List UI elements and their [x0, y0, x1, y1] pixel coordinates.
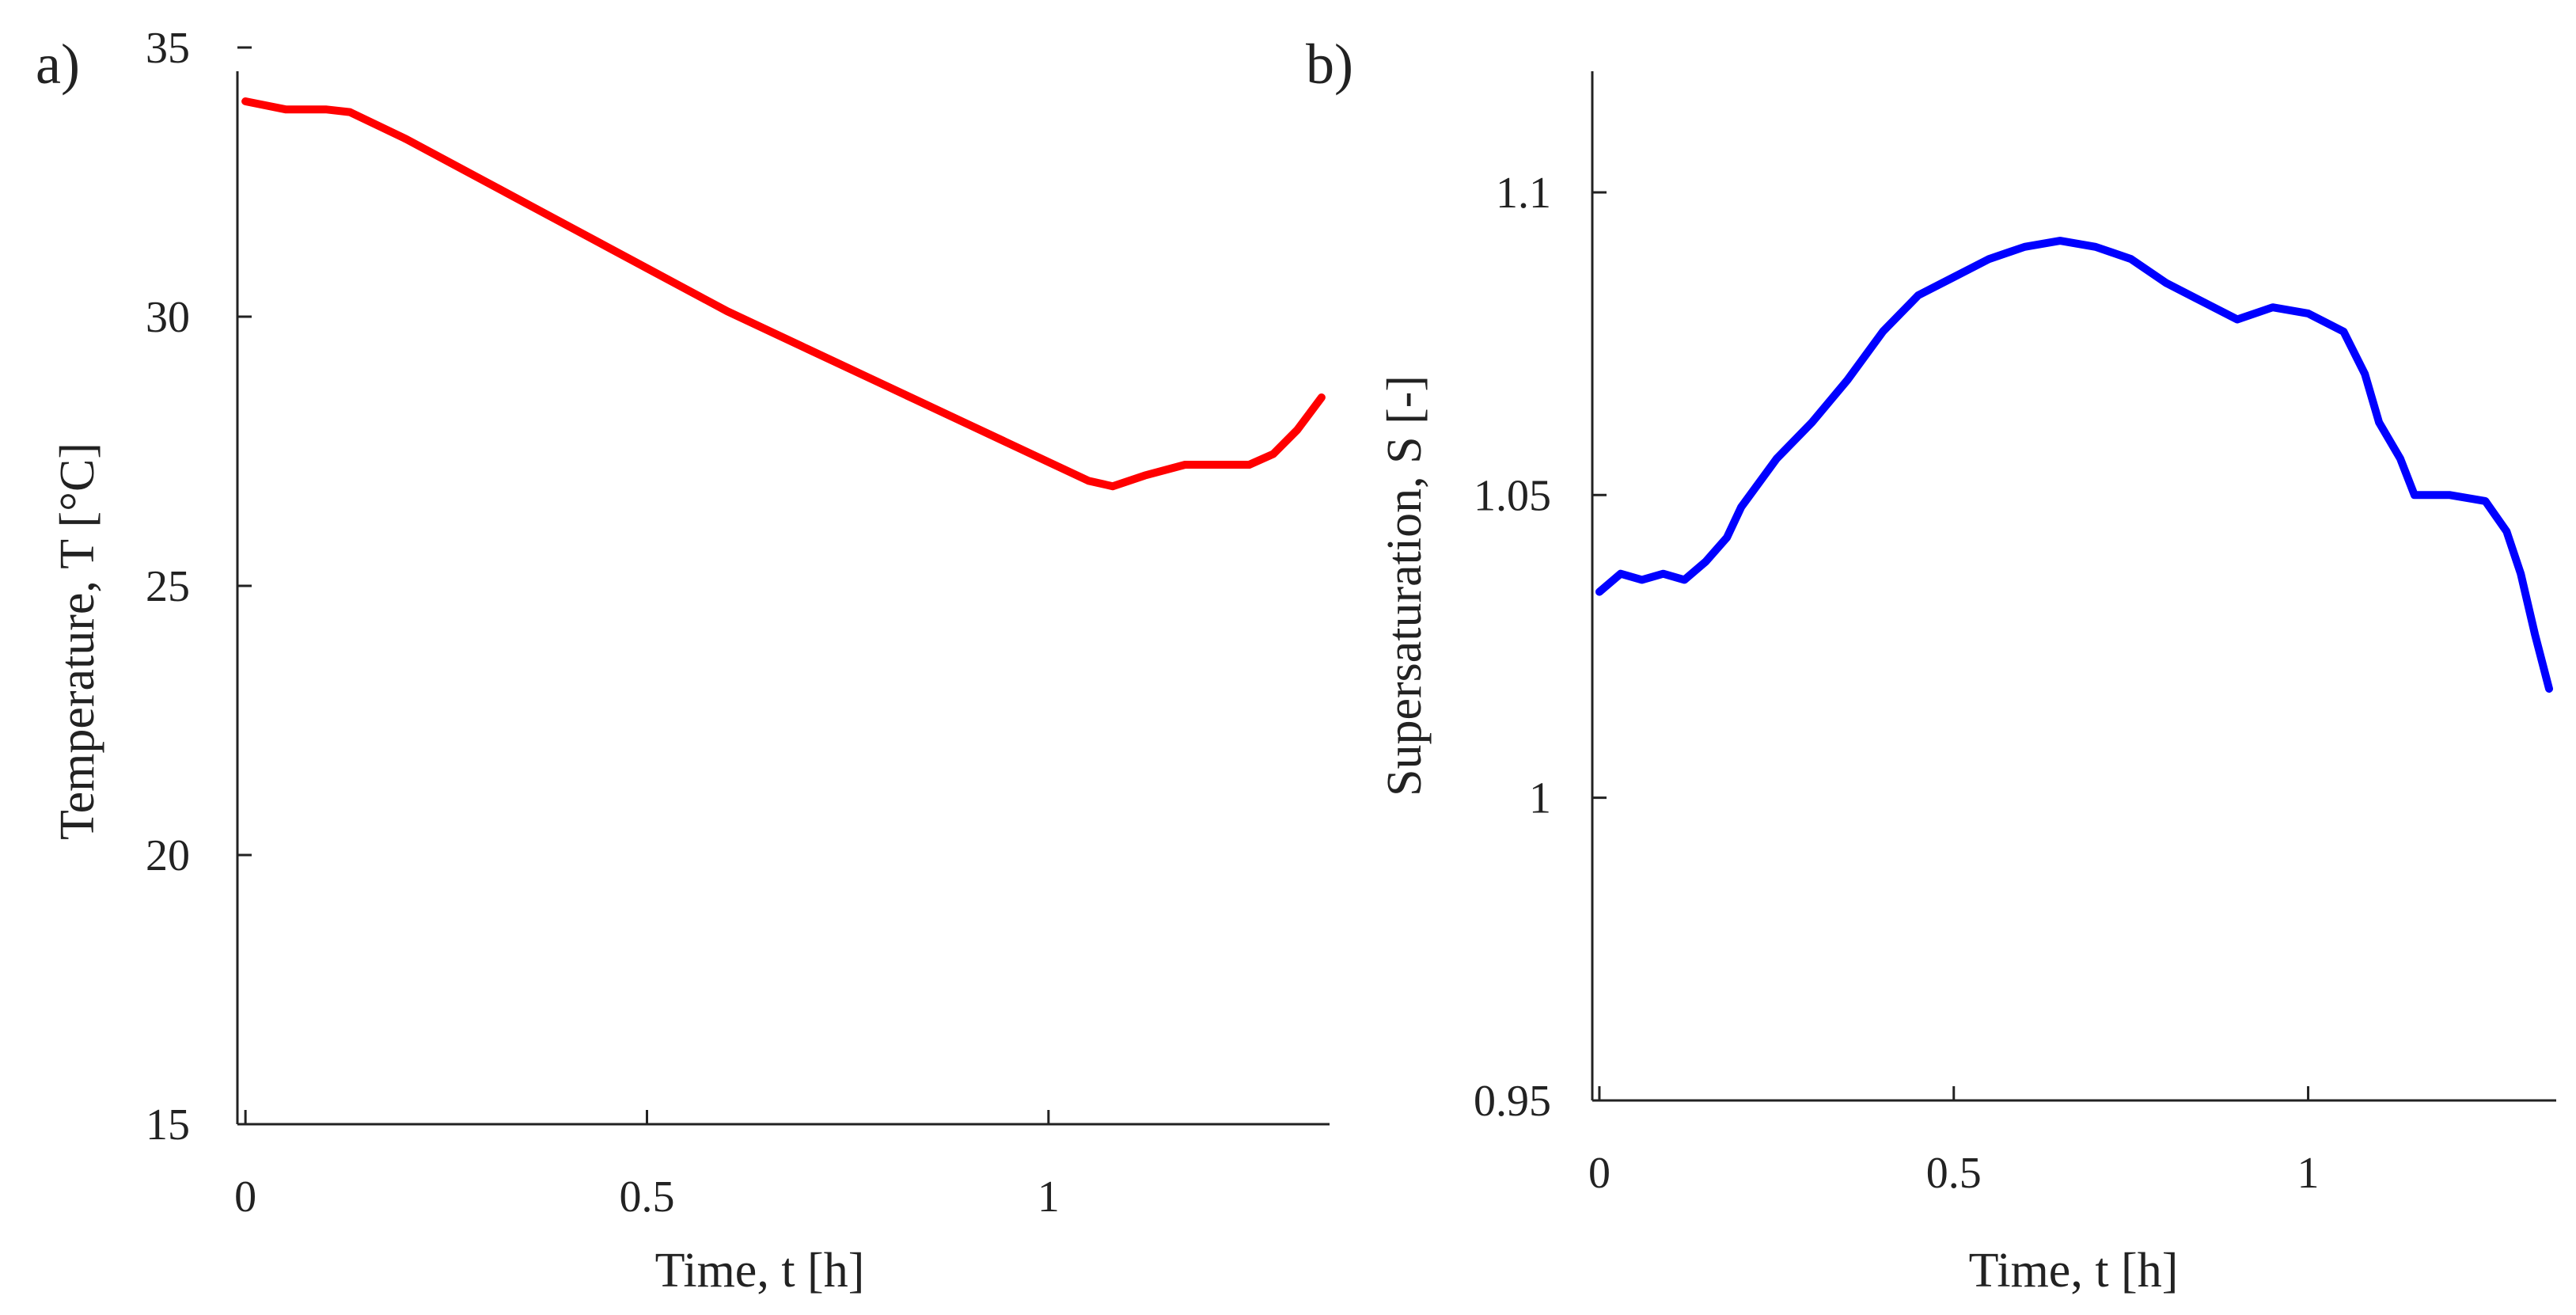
panel-b-x-tick-label: 0.5 [1926, 1149, 1982, 1198]
panel-a-y-tick-label: 15 [146, 1100, 190, 1150]
panel-b-y-ticks: 0.95 1 1.05 1.1 [1474, 169, 1607, 1126]
panel-a-x-ticks: 0 0.5 1 [234, 1110, 1060, 1222]
panel-a-y-ticks: 15 20 25 30 35 [146, 24, 252, 1150]
panel-a-letter: a) [36, 32, 80, 96]
panel-a-x-tick-label: 1 [1038, 1172, 1060, 1222]
panel-a-x-tick-label: 0 [234, 1172, 256, 1222]
panel-a-y-tick-label: 20 [146, 831, 190, 880]
panel-a-x-tick-label: 0.5 [620, 1172, 675, 1222]
panel-b-y-tick-label: 1.1 [1496, 169, 1551, 218]
panel-b-y-axis-title: Supersaturation, S [-] [1378, 375, 1432, 796]
panel-b-supersaturation-line [1595, 237, 2553, 693]
panel-b-x-tick-label: 1 [2297, 1149, 2320, 1198]
panel-a-y-tick-label: 30 [146, 293, 190, 342]
panel-b-x-tick-label: 0 [1588, 1149, 1610, 1198]
panel-a-y-tick-label: 25 [146, 562, 190, 611]
panel-a-x-axis-title: Time, t [h] [655, 1244, 865, 1298]
panel-b-y-tick-label: 0.95 [1474, 1077, 1551, 1126]
panel-b-letter: b) [1306, 32, 1353, 96]
panel-a-y-axis-title: Temperature, T [°C] [51, 443, 104, 840]
panel-a-y-tick-label: 35 [146, 24, 190, 73]
panel-b-x-axis-title: Time, t [h] [1969, 1244, 2179, 1298]
panel-b-x-ticks: 0 0.5 1 [1588, 1086, 2320, 1198]
panel-b-y-tick-label: 1 [1529, 774, 1551, 823]
panel-b-y-tick-label: 1.05 [1474, 471, 1551, 520]
panel-a-temperature-line [241, 97, 1326, 491]
